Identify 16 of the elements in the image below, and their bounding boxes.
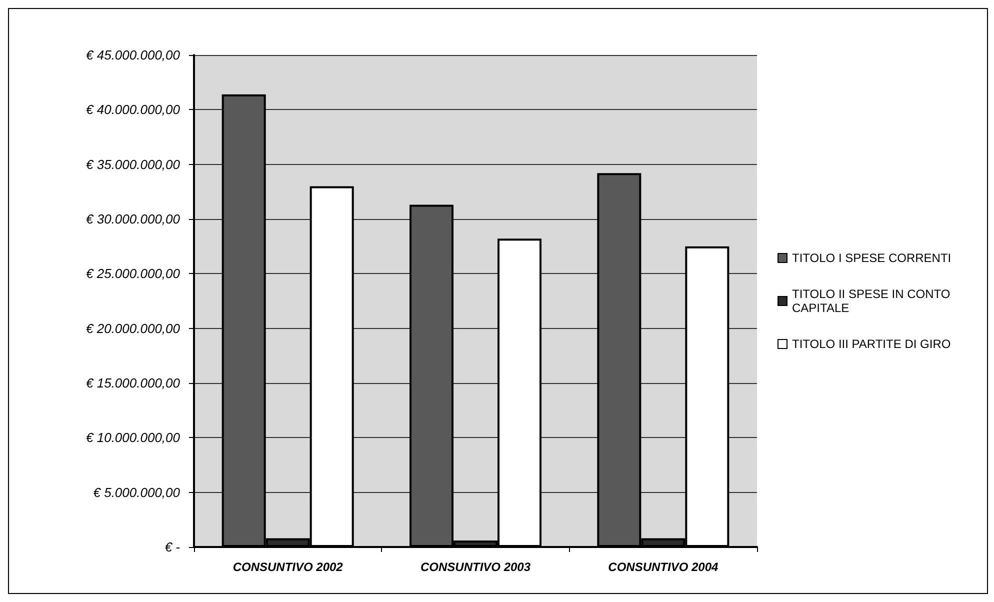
legend-label: TITOLO II SPESE IN CONTO CAPITALE (792, 287, 954, 315)
y-tick-label: € - (164, 540, 181, 554)
legend-label: TITOLO III PARTITE DI GIRO (792, 337, 951, 351)
x-tick-label: CONSUNTIVO 2004 (608, 560, 719, 574)
legend-label: TITOLO I SPESE CORRENTI (792, 251, 952, 265)
y-tick-label: € 10.000.000,00 (86, 430, 181, 446)
y-tick-label: € 15.000.000,00 (86, 376, 181, 390)
y-tick-label: € 35.000.000,00 (86, 156, 181, 172)
y-tick-label: € 20.000.000,00 (86, 320, 181, 336)
x-tick-label: CONSUNTIVO 2002 (232, 560, 344, 574)
y-tick-label: € 40.000.000,00 (86, 102, 181, 118)
y-tick-label: € 5.000.000,00 (93, 484, 181, 500)
x-tick-label: CONSUNTIVO 2003 (420, 560, 531, 574)
y-tick-label: € 45.000.000,00 (86, 48, 181, 62)
y-tick-label: € 25.000.000,00 (86, 266, 181, 282)
y-tick-label: € 30.000.000,00 (86, 212, 181, 226)
